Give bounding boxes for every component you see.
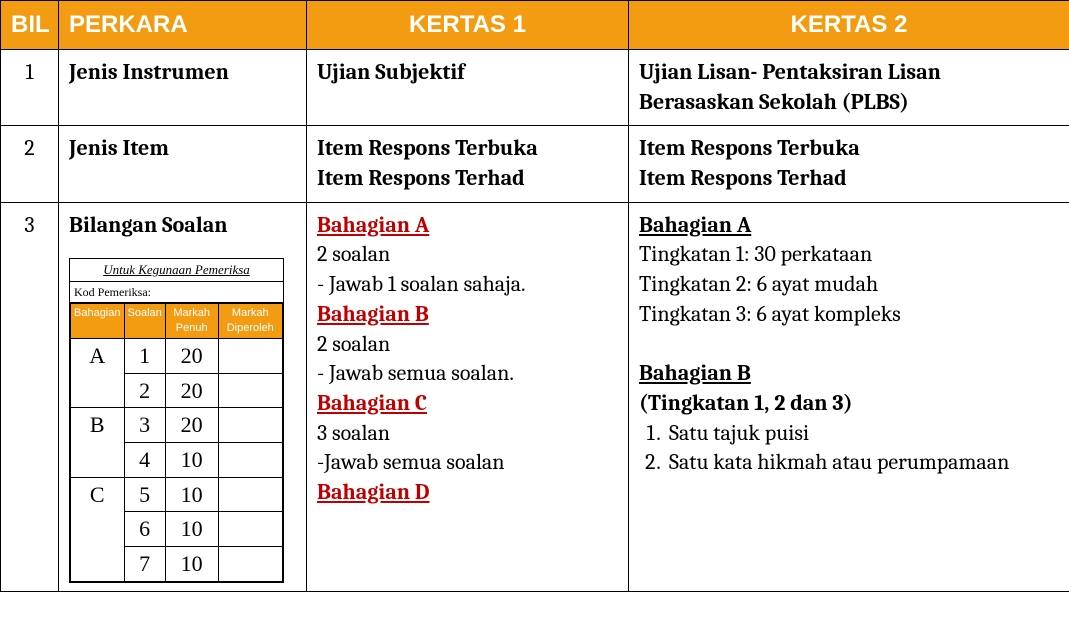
ex-penuh: 20 — [165, 338, 218, 373]
cell-k2: Item Respons Terbuka Item Respons Terhad — [629, 126, 1069, 202]
examiner-table: Bahagian Soalan Markah Penuh Markah Dipe… — [70, 303, 283, 582]
ex-penuh: 10 — [165, 442, 218, 477]
ex-soalan: 3 — [124, 408, 165, 443]
ex-diperoleh — [218, 373, 282, 408]
ex-soalan: 1 — [124, 338, 165, 373]
ex-diperoleh — [218, 338, 282, 373]
col-bil: BIL — [1, 1, 59, 50]
cell-bil: 3 — [1, 202, 59, 591]
cell-bil: 1 — [1, 50, 59, 126]
ex-diperoleh — [218, 546, 282, 581]
text: Item Respons Terhad — [317, 165, 525, 191]
cell-k1: Ujian Subjektif — [307, 50, 629, 126]
ex-soalan: 6 — [124, 512, 165, 547]
text: Tingkatan 1: 30 perkataan — [639, 241, 872, 267]
ex-bahagian: C — [71, 477, 125, 581]
text: 3 soalan — [317, 420, 390, 446]
text: 2 soalan — [317, 241, 390, 267]
ex-penuh: 10 — [165, 546, 218, 581]
list-item: Satu kata hikmah atau perumpamaan — [665, 448, 1059, 478]
ex-penuh: 10 — [165, 477, 218, 512]
ex-bahagian: A — [71, 338, 125, 407]
text: 2 soalan — [317, 331, 390, 357]
text: Item Respons Terbuka — [639, 135, 860, 161]
header-row: BIL PERKARA KERTAS 1 KERTAS 2 — [1, 1, 1069, 50]
ex-penuh: 10 — [165, 512, 218, 547]
ex-h-bahagian: Bahagian — [71, 304, 125, 339]
col-perkara: PERKARA — [59, 1, 307, 50]
text: - Jawab 1 soalan sahaja. — [317, 271, 526, 297]
cell-k1: Bahagian A 2 soalan - Jawab 1 soalan sah… — [307, 202, 629, 591]
section-title: Bahagian D — [317, 479, 430, 505]
text: Item Respons Terhad — [639, 165, 847, 191]
cell-bil: 2 — [1, 126, 59, 202]
examiner-title: Untuk Kegunaan Pemeriksa — [70, 259, 283, 282]
ex-h-diperoleh: Markah Diperoleh — [218, 304, 282, 339]
ex-h-soalan: Soalan — [124, 304, 165, 339]
text: (Tingkatan 1, 2 dan 3) — [639, 390, 853, 416]
cell-k2: Bahagian A Tingkatan 1: 30 perkataan Tin… — [629, 202, 1069, 591]
section-title: Bahagian B — [317, 301, 429, 327]
section-title: Bahagian B — [639, 360, 751, 386]
ex-diperoleh — [218, 408, 282, 443]
ex-soalan: 7 — [124, 546, 165, 581]
ex-soalan: 5 — [124, 477, 165, 512]
section-title: Bahagian A — [317, 212, 429, 238]
text: Item Respons Terbuka — [317, 135, 538, 161]
text: -Jawab semua soalan — [317, 449, 505, 475]
cell-perkara: Jenis Item — [59, 126, 307, 202]
ex-penuh: 20 — [165, 408, 218, 443]
main-table: BIL PERKARA KERTAS 1 KERTAS 2 1 Jenis In… — [0, 0, 1069, 592]
table-row: 2 Jenis Item Item Respons Terbuka Item R… — [1, 126, 1069, 202]
col-kertas2: KERTAS 2 — [629, 1, 1069, 50]
cell-perkara: Jenis Instrumen — [59, 50, 307, 126]
col-kertas1: KERTAS 1 — [307, 1, 629, 50]
examiner-kod: Kod Pemeriksa: — [70, 282, 283, 303]
ordered-list: Satu tajuk puisi Satu kata hikmah atau p… — [639, 419, 1059, 478]
text: Bilangan Soalan — [69, 211, 296, 241]
table-row: 1 Jenis Instrumen Ujian Subjektif Ujian … — [1, 50, 1069, 126]
ex-soalan: 4 — [124, 442, 165, 477]
ex-diperoleh — [218, 442, 282, 477]
ex-diperoleh — [218, 512, 282, 547]
ex-h-penuh: Markah Penuh — [165, 304, 218, 339]
table-row: 3 Bilangan Soalan Untuk Kegunaan Pemerik… — [1, 202, 1069, 591]
page: BIL PERKARA KERTAS 1 KERTAS 2 1 Jenis In… — [0, 0, 1069, 630]
cell-k1: Item Respons Terbuka Item Respons Terhad — [307, 126, 629, 202]
ex-bahagian: B — [71, 408, 125, 477]
ex-soalan: 2 — [124, 373, 165, 408]
section-title: Bahagian A — [639, 212, 751, 238]
cell-k2: Ujian Lisan- Pentaksiran Lisan Berasaska… — [629, 50, 1069, 126]
cell-perkara: Bilangan Soalan Untuk Kegunaan Pemeriksa… — [59, 202, 307, 591]
text: Tingkatan 3: 6 ayat kompleks — [639, 301, 901, 327]
text: Tingkatan 2: 6 ayat mudah — [639, 271, 878, 297]
ex-penuh: 20 — [165, 373, 218, 408]
list-item: Satu tajuk puisi — [665, 419, 1059, 449]
examiner-box: Untuk Kegunaan Pemeriksa Kod Pemeriksa: … — [69, 258, 284, 582]
section-title: Bahagian C — [317, 390, 427, 416]
ex-diperoleh — [218, 477, 282, 512]
text: - Jawab semua soalan. — [317, 360, 514, 386]
